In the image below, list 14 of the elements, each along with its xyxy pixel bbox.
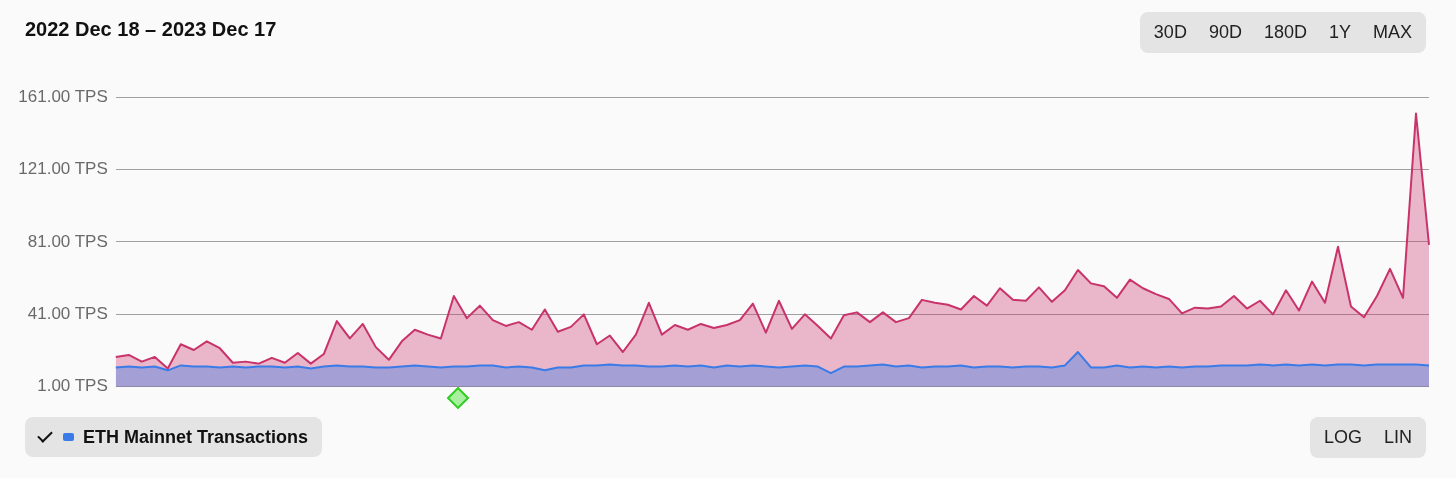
text: 90D <box>1207 21 1243 44</box>
text: 1Y <box>1327 21 1352 44</box>
chart-title: 2022 Dec 18 – 2023 Dec 17 <box>25 18 277 41</box>
text: LOG <box>1322 426 1363 449</box>
y-tick-label: 121.00 TPS <box>18 159 108 179</box>
text: 30D <box>1152 21 1188 44</box>
legend-label: ETH Mainnet Transactions <box>83 426 309 448</box>
text: LIN <box>1383 426 1413 449</box>
y-tick-label: 81.00 TPS <box>27 231 108 251</box>
y-tick-label: 1.00 TPS <box>37 376 108 396</box>
y-tick-label: 161.00 TPS <box>18 86 108 106</box>
text: MAX <box>1372 21 1413 44</box>
y-tick-label: 41.00 TPS <box>27 304 108 324</box>
text: 180D <box>1262 21 1308 44</box>
